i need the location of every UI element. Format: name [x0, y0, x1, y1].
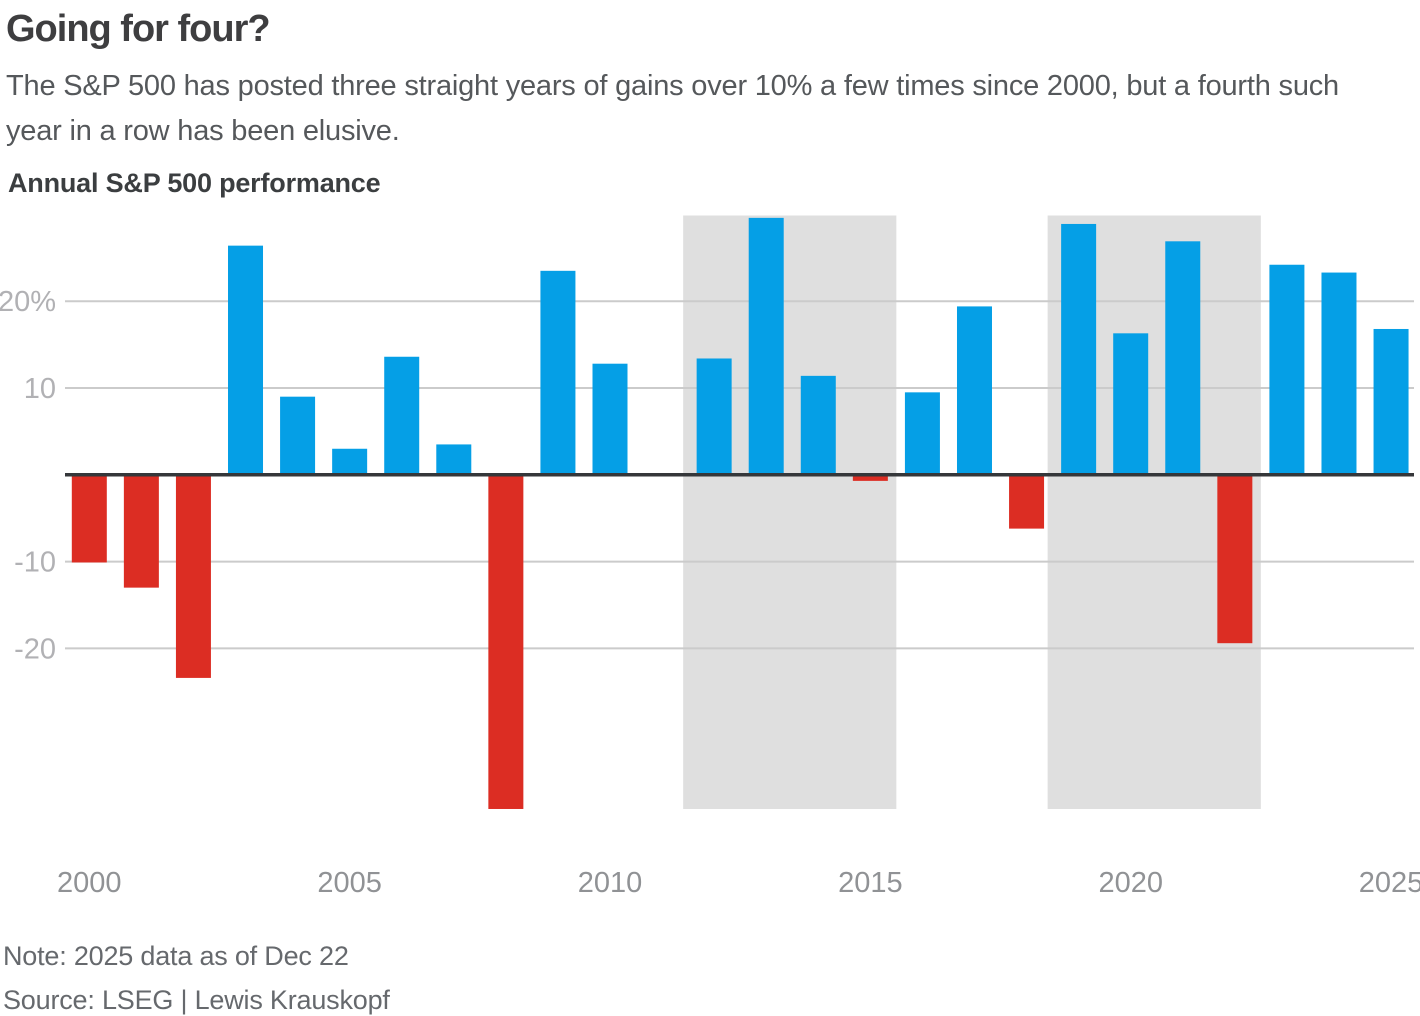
- x-tick-label-2000: 2000: [57, 867, 122, 899]
- bar-2001: [123, 474, 159, 588]
- x-tick-label-2010: 2010: [578, 867, 643, 899]
- annual-performance-chart: 20% 10 -10 -20 2000 2005 2010 2015 2020 2025: [0, 215, 1420, 899]
- bar-2000: [71, 474, 107, 563]
- bar-2008: [488, 474, 524, 809]
- y-tick-label-10: 10: [24, 373, 56, 405]
- bar-2021: [1165, 241, 1201, 475]
- bar-2014: [800, 375, 836, 475]
- bar-2005: [332, 448, 368, 475]
- bar-2022: [1217, 474, 1253, 644]
- bar-2004: [280, 396, 316, 475]
- y-tick-label--10: -10: [14, 547, 56, 579]
- x-tick-label-2015: 2015: [838, 867, 903, 899]
- x-tick-label-2005: 2005: [317, 867, 382, 899]
- bar-2017: [956, 306, 992, 475]
- bar-2013: [748, 217, 784, 475]
- bar-2019: [1061, 223, 1097, 475]
- bar-2006: [384, 356, 420, 475]
- chart-heading: Annual S&P 500 performance: [8, 168, 381, 198]
- page-subtitle: The S&P 500 has posted three straight ye…: [6, 70, 1339, 147]
- page-title: Going for four?: [6, 8, 271, 50]
- y-tick-label--20: -20: [14, 633, 56, 665]
- bar-2012: [696, 358, 732, 475]
- bar-2010: [592, 363, 628, 475]
- bar-2002: [175, 474, 211, 678]
- bar-2016: [904, 392, 940, 475]
- bar-2023: [1269, 264, 1305, 475]
- footer-note: Note: 2025 data as of Dec 22: [3, 941, 349, 971]
- bar-2024: [1321, 272, 1357, 475]
- x-tick-label-2025: 2025: [1359, 867, 1420, 899]
- bar-2020: [1113, 333, 1149, 475]
- footer-source: Source: LSEG | Lewis Krauskopf: [3, 985, 390, 1015]
- bar-2003: [228, 245, 264, 475]
- x-tick-label-2020: 2020: [1098, 867, 1163, 899]
- bar-2018: [1009, 474, 1045, 529]
- bar-2015: [852, 474, 888, 481]
- bar-2025: [1373, 328, 1409, 475]
- y-tick-label-20: 20%: [0, 286, 56, 318]
- bar-2009: [540, 270, 576, 475]
- highlight-band-2012-2015: [683, 215, 897, 809]
- bar-2007: [436, 444, 472, 475]
